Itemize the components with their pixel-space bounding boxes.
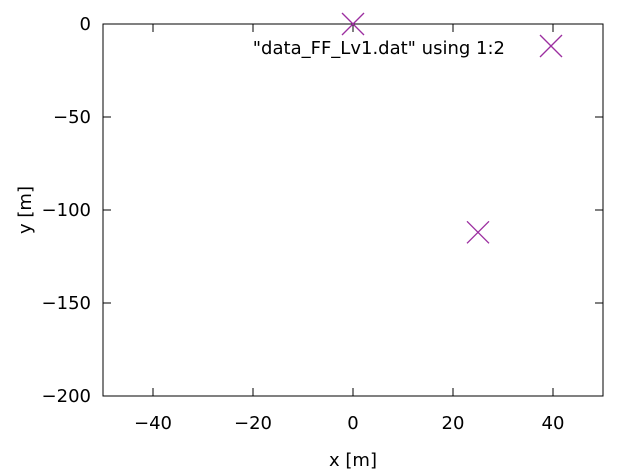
marker-stroke: [539, 34, 563, 58]
x-axis-ticks: −40 −20 0 20 40: [134, 24, 564, 434]
marker-stroke: [341, 12, 365, 36]
x-tick-label: −20: [234, 413, 272, 434]
y-tick-label: −50: [53, 107, 91, 128]
marker-stroke: [466, 220, 490, 244]
x-tick-label: 0: [347, 413, 358, 434]
y-tick-label: −200: [42, 386, 91, 407]
y-axis-label: y [m]: [15, 186, 36, 234]
data-point: [466, 220, 490, 244]
y-tick-label: −100: [42, 200, 91, 221]
data-points: [341, 12, 490, 244]
y-tick-label: −150: [42, 293, 91, 314]
legend-marker-cross: [539, 34, 563, 58]
y-axis-ticks: 0 −50 −100 −150 −200: [42, 14, 603, 407]
data-point: [341, 12, 365, 36]
x-tick-label: 40: [542, 413, 565, 434]
x-axis-label: x [m]: [329, 450, 377, 471]
y-tick-label: 0: [80, 14, 91, 35]
plot-frame: [102, 23, 604, 397]
legend-label: "data_FF_Lv1.dat" using 1:2: [253, 38, 505, 59]
legend-marker: [539, 34, 563, 58]
x-tick-label: −40: [134, 413, 172, 434]
x-tick-label: 20: [442, 413, 465, 434]
